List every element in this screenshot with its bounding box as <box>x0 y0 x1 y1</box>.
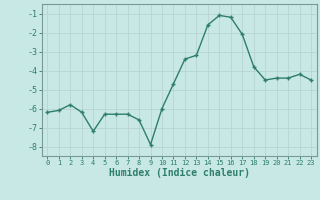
X-axis label: Humidex (Indice chaleur): Humidex (Indice chaleur) <box>109 168 250 178</box>
